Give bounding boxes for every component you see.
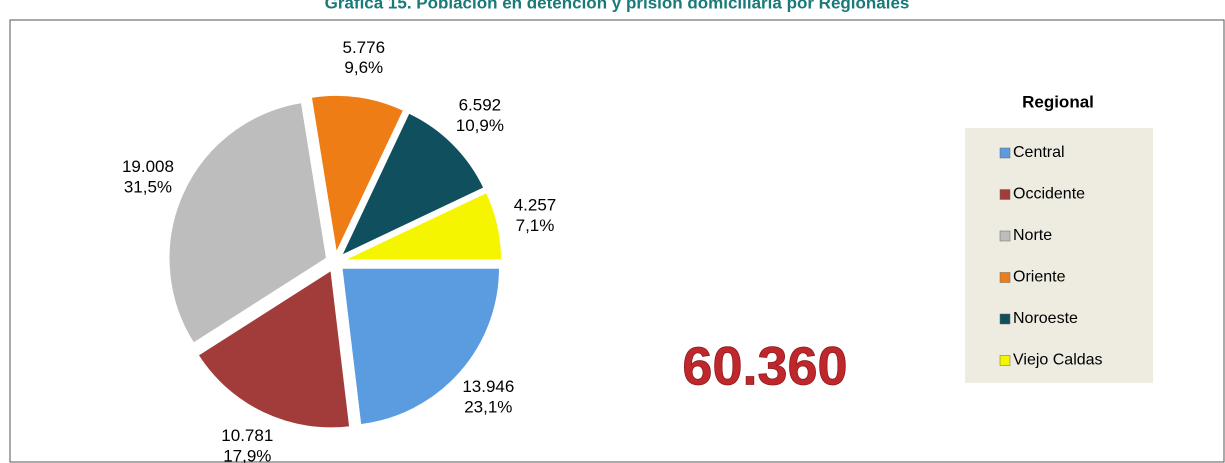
percent-label: 23,1% xyxy=(464,398,512,417)
percent-label: 17,9% xyxy=(223,447,271,463)
chart-title: Gráfica 15. Población en detención y pri… xyxy=(325,0,910,12)
legend-swatch xyxy=(999,230,1011,242)
data-label: 4.257 7,1% xyxy=(514,196,557,235)
pie-slice xyxy=(339,111,486,258)
legend-label: Norte xyxy=(1013,227,1052,244)
percent-label: 7,1% xyxy=(516,217,555,236)
pie-slice xyxy=(340,267,501,426)
pie-slice xyxy=(196,268,351,429)
legend-label: Viejo Caldas xyxy=(1013,352,1103,369)
value-label: 10.781 xyxy=(221,427,273,446)
total-label: 60.360 xyxy=(682,336,847,396)
value-label: 19.008 xyxy=(122,157,174,176)
legend-swatch xyxy=(999,147,1011,159)
data-label: 13.946 23,1% xyxy=(462,377,514,416)
percent-label: 9,6% xyxy=(344,59,383,78)
legend-label: Noroeste xyxy=(1013,310,1078,327)
data-label: 5.776 9,6% xyxy=(343,38,386,77)
data-label: 19.008 31,5% xyxy=(122,157,174,196)
pie-slice xyxy=(310,94,405,256)
data-label: 10.781 17,9% xyxy=(221,427,273,463)
legend-label: Occidente xyxy=(1013,186,1085,203)
percent-label: 31,5% xyxy=(124,178,172,197)
value-label: 13.946 xyxy=(462,377,514,396)
data-label: 6.592 10,9% xyxy=(456,96,504,135)
pie-slice xyxy=(343,191,503,261)
value-label: 6.592 xyxy=(459,96,502,115)
legend-swatch xyxy=(999,189,1011,200)
legend-swatch xyxy=(999,272,1011,283)
percent-label: 10,9% xyxy=(456,117,504,136)
legend-swatch xyxy=(999,313,1011,325)
legend-title: Regional xyxy=(1022,92,1094,111)
value-label: 4.257 xyxy=(514,196,557,215)
legend-label: Central xyxy=(1013,144,1065,161)
value-label: 5.776 xyxy=(343,38,386,57)
legend-swatch xyxy=(999,355,1011,366)
legend-label: Oriente xyxy=(1013,269,1066,286)
legend-box xyxy=(965,128,1153,383)
pie-slice xyxy=(168,101,328,345)
